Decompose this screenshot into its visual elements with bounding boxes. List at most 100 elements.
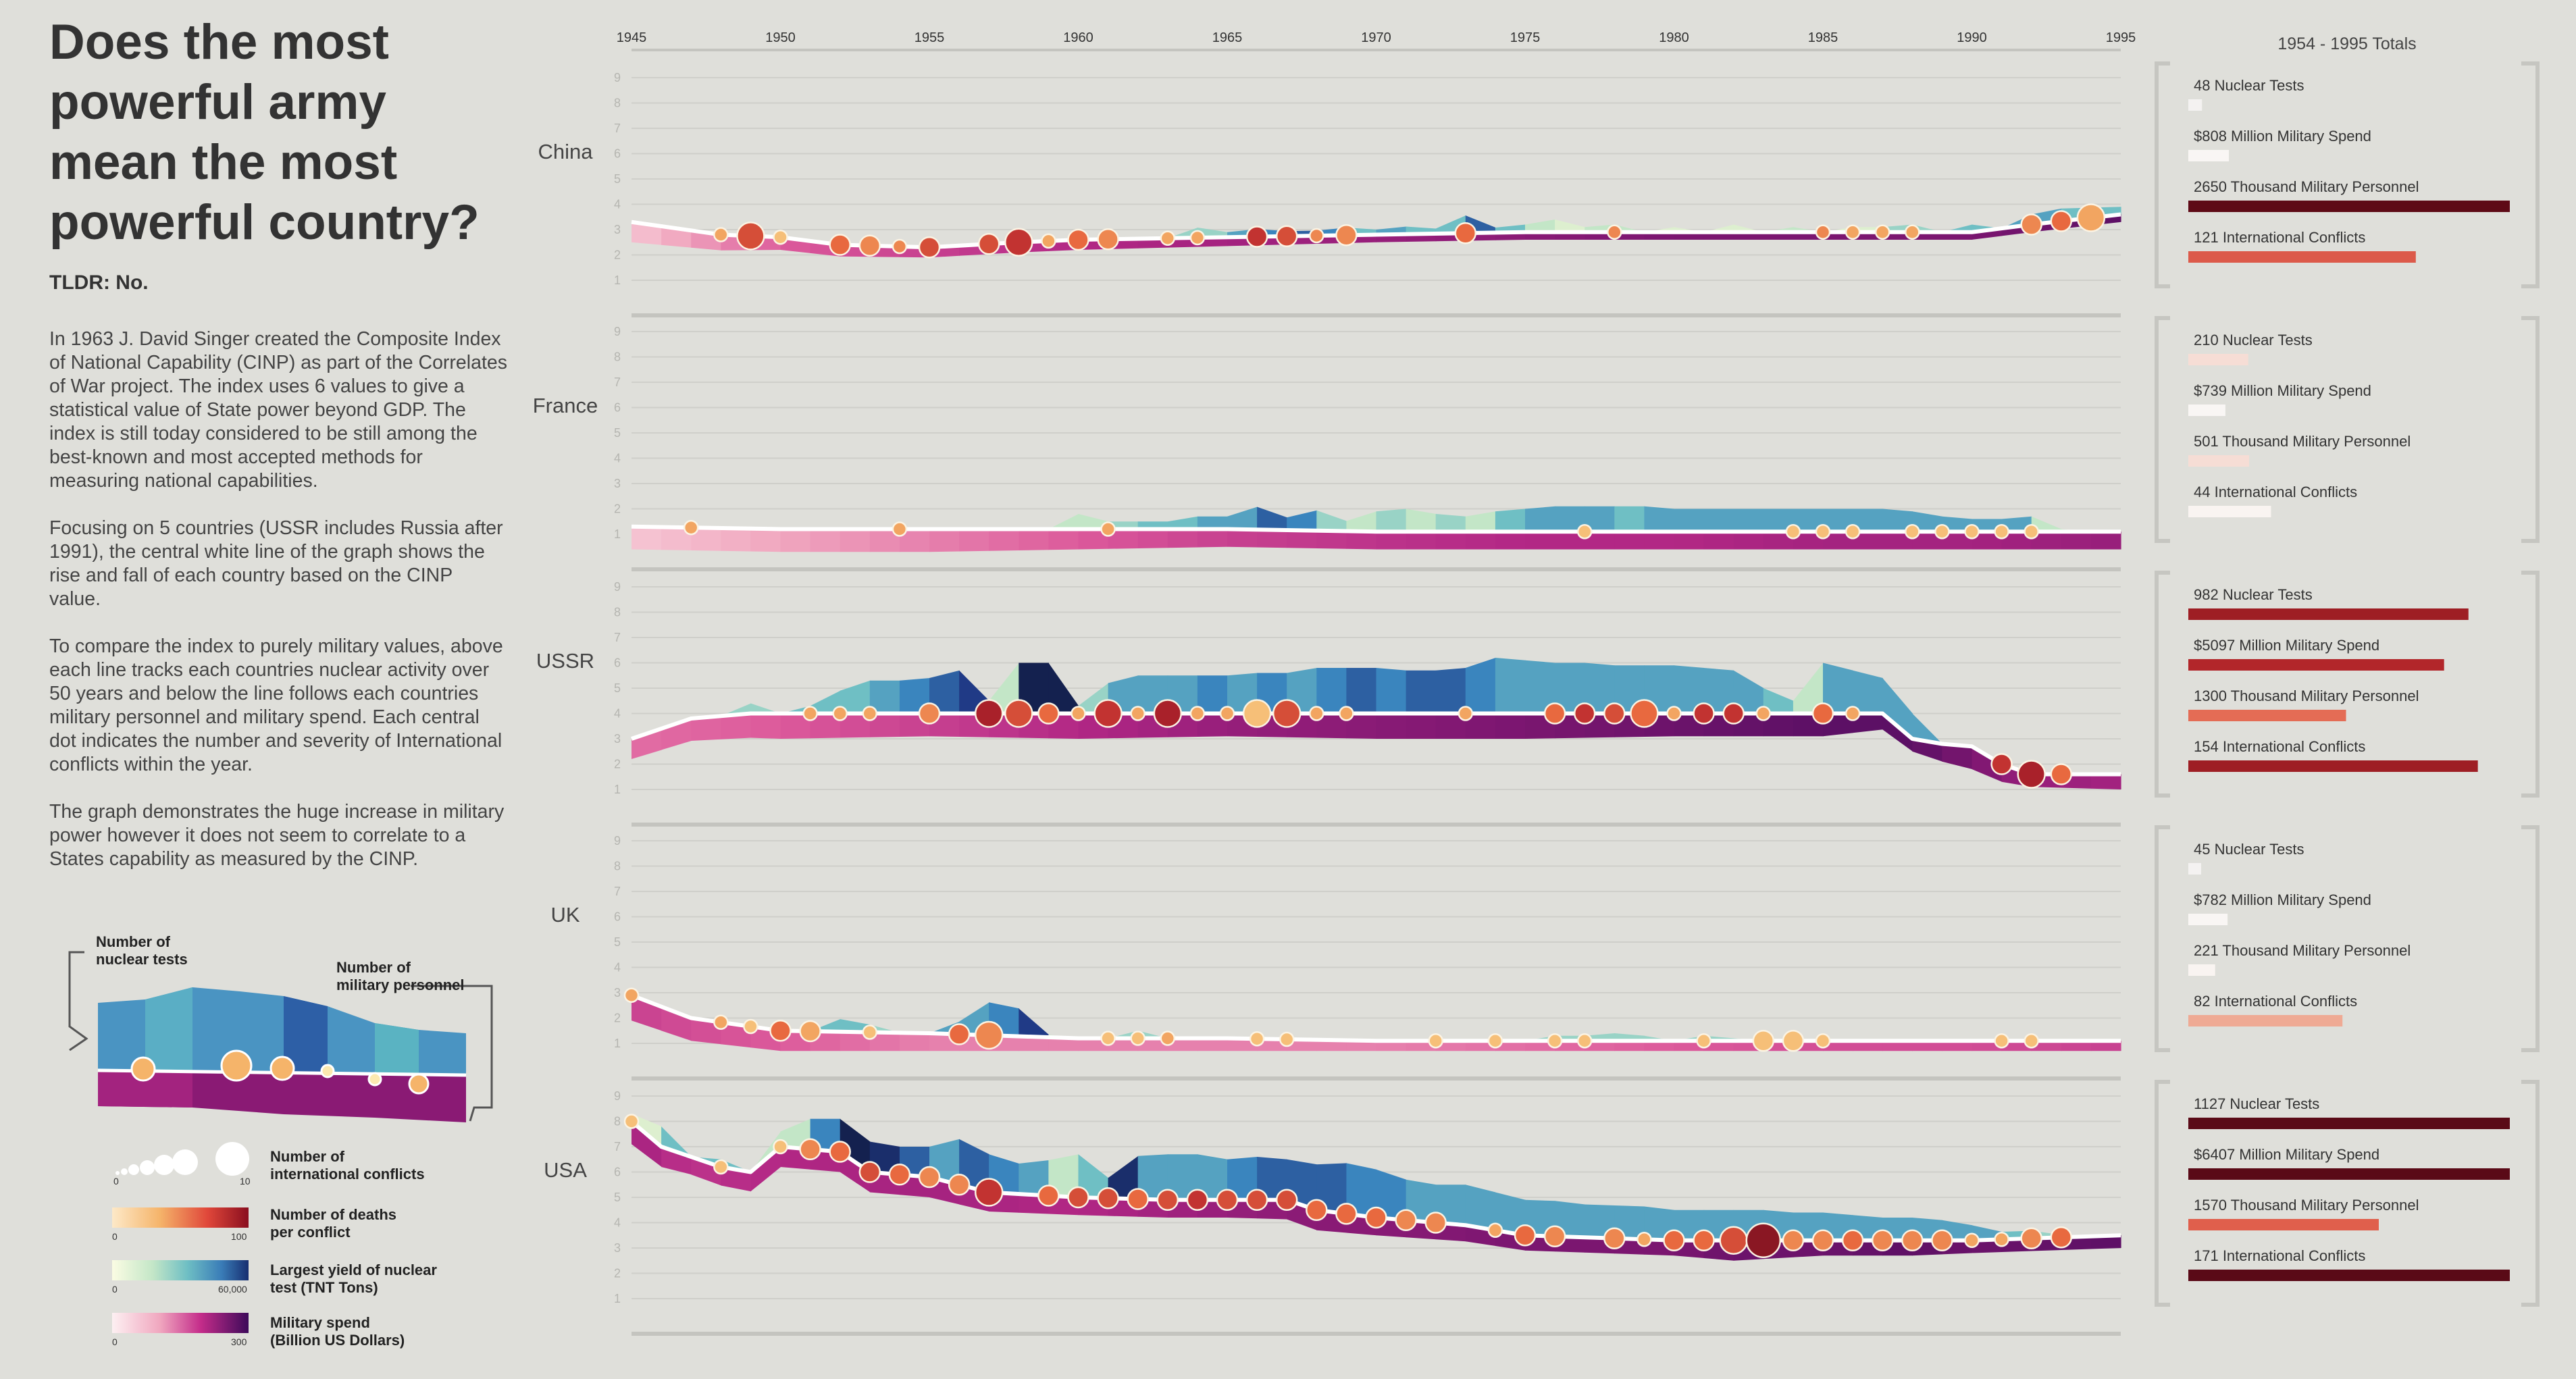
conflict-dot	[1160, 230, 1176, 246]
x-tick-label: 1995	[2106, 30, 2136, 45]
spend-band-segment	[1703, 713, 1734, 737]
spend-band-segment	[2061, 1041, 2092, 1051]
conflict-dot	[1755, 706, 1772, 721]
spend-band-segment	[1316, 530, 1347, 549]
nuclear-band-segment	[1793, 1212, 1824, 1241]
spend-band-segment	[1019, 240, 1049, 253]
nuclear-band-segment	[1048, 514, 1079, 529]
spend-band-segment	[1972, 1041, 2003, 1051]
legend-size-dot	[172, 1149, 198, 1175]
conflict-dot	[1811, 1229, 1834, 1251]
spend-band-segment	[2090, 774, 2121, 789]
conflict-dot	[1603, 1227, 1626, 1249]
spend-band-segment	[721, 528, 751, 552]
nuclear-band-segment	[1316, 668, 1347, 714]
spend-band-segment	[691, 527, 721, 551]
panel-ussr: 1 2 3 4 5 6 7 8 9 USSR	[536, 580, 2121, 827]
conflict-dot	[2017, 760, 2046, 789]
spend-band-segment	[691, 1018, 721, 1045]
spend-band-segment	[1942, 744, 1973, 769]
conflict-dot	[1603, 702, 1626, 725]
nuclear-band-segment	[1167, 228, 1198, 238]
spend-band-segment	[1495, 531, 1526, 550]
totals-label: 501 Thousand Military Personnel	[2194, 433, 2411, 450]
nuclear-band-segment	[1167, 1154, 1198, 1200]
legend-conflict-dot	[269, 1056, 295, 1081]
spend-band-segment	[2090, 1041, 2121, 1051]
legend-conflict-dot	[408, 1073, 430, 1095]
totals-label: $5097 Million Military Spend	[2194, 637, 2379, 654]
spend-band-segment	[1853, 232, 1883, 240]
spend-band-segment	[2031, 1041, 2062, 1051]
spend-band-segment	[661, 226, 692, 248]
spend-band-segment	[1227, 1199, 1258, 1219]
spend-band-segment	[1644, 713, 1675, 737]
nuclear-band-segment	[810, 690, 841, 714]
nuclear-band-segment	[1823, 662, 1853, 714]
legend-deaths-min: 0	[112, 1231, 118, 1242]
nuclear-band-segment	[1614, 506, 1645, 532]
nuclear-band-segment	[1287, 1159, 1317, 1210]
nuclear-band-segment	[1555, 219, 1585, 232]
conflict-dot	[1189, 230, 1206, 246]
conflict-dot	[888, 1164, 911, 1186]
y-tick-label: 7	[614, 631, 621, 644]
spend-band-segment	[1525, 713, 1555, 739]
totals-panels: 1954 - 1995 Totals 48 Nuclear Tests $808 M…	[2155, 34, 2540, 1307]
y-tick-label: 8	[614, 606, 621, 619]
spend-band-segment	[1376, 234, 1407, 242]
nuclear-band-segment	[899, 678, 930, 714]
totals-bar	[2188, 760, 2478, 772]
y-tick-label: 6	[614, 910, 621, 924]
spend-band-segment	[810, 529, 841, 552]
spend-band-segment	[899, 713, 930, 737]
nuclear-band-segment	[1406, 226, 1437, 234]
nuclear-band-segment	[1376, 668, 1407, 714]
totals-bar	[2188, 201, 2510, 212]
legend-nuclear-band-shade	[284, 996, 328, 1072]
spend-band-segment	[1912, 1041, 1942, 1051]
conflict-dot	[862, 706, 878, 721]
spend-band-segment	[1823, 713, 1853, 737]
panel-usa: 1 2 3 4 5 6 7 8 9 USA	[544, 1089, 2121, 1336]
spend-band-segment	[1525, 232, 1555, 240]
spend-band-segment	[1674, 1041, 1705, 1051]
spend-band-segment	[1108, 529, 1139, 549]
nuclear-band-segment	[1703, 668, 1734, 714]
spend-band-segment	[1108, 1198, 1139, 1217]
conflict-dot	[1160, 1031, 1176, 1046]
spend-band-segment	[989, 1192, 1019, 1213]
spend-band-segment	[2090, 531, 2121, 550]
spend-band-segment	[1346, 1214, 1377, 1236]
spend-band-segment	[2001, 764, 2032, 787]
nuclear-band-segment	[1703, 509, 1734, 532]
nuclear-band-segment	[1823, 1212, 1853, 1241]
conflict-dot	[1630, 699, 1659, 728]
spend-band-segment	[959, 1034, 989, 1051]
conflict-dot	[1543, 1225, 1566, 1247]
nuclear-band-segment	[1555, 662, 1585, 714]
spend-band-segment	[2031, 531, 2062, 550]
nuclear-band-segment	[840, 1118, 871, 1172]
legend-size-dot	[215, 1142, 249, 1176]
spend-band-segment	[1823, 232, 1853, 240]
y-tick-label: 8	[614, 350, 621, 364]
totals-label: $808 Million Military Spend	[2194, 128, 2371, 145]
conflict-dot	[918, 236, 941, 259]
nuclear-band-segment	[1227, 506, 1258, 530]
x-tick-label: 1985	[1808, 30, 1838, 45]
conflict-dot	[1067, 228, 1089, 251]
nuclear-band-segment	[1525, 219, 1555, 232]
spend-band-segment	[1763, 713, 1794, 737]
totals-box-france: 210 Nuclear Tests $739 Million Military S…	[2155, 316, 2540, 543]
spend-band-segment	[1495, 1041, 1526, 1051]
spend-band-segment	[1495, 713, 1526, 739]
spend-band-segment	[929, 1177, 960, 1205]
spend-band-segment	[1078, 1197, 1109, 1216]
spend-band-segment	[750, 713, 781, 739]
y-tick-label: 4	[614, 961, 621, 974]
y-tick-label: 9	[614, 71, 621, 84]
spend-band-segment	[959, 1185, 989, 1212]
nuclear-band-segment	[1316, 228, 1347, 236]
spend-band-segment	[1733, 1041, 1764, 1051]
